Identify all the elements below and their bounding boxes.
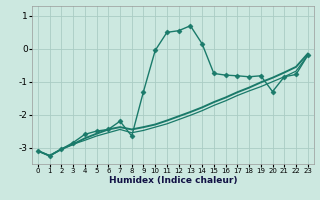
X-axis label: Humidex (Indice chaleur): Humidex (Indice chaleur) (108, 176, 237, 185)
